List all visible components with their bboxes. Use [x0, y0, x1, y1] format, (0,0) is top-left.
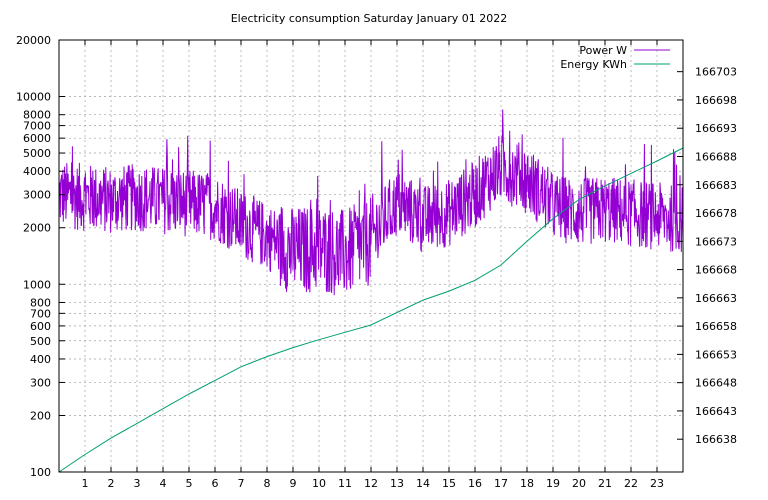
y-left-tick-label: 3000 [23, 189, 51, 202]
y-left-tick-label: 7000 [23, 120, 51, 133]
y-right-tick-label: 166703 [695, 66, 737, 79]
y-right-tick-label: 166663 [695, 292, 737, 305]
x-tick-label: 2 [108, 477, 115, 490]
x-tick-label: 22 [624, 477, 638, 490]
x-tick-label: 6 [212, 477, 219, 490]
x-tick-label: 1 [82, 477, 89, 490]
y-right-tick-label: 166653 [695, 348, 737, 361]
x-tick-label: 10 [312, 477, 326, 490]
y-right-tick-label: 166643 [695, 405, 737, 418]
y-right-tick-label: 166648 [695, 377, 737, 390]
y-right-tick-label: 166658 [695, 320, 737, 333]
x-tick-label: 14 [416, 477, 430, 490]
series-layer [58, 109, 684, 473]
y-right-tick-label: 166673 [695, 235, 737, 248]
y-right-tick-label: 166693 [695, 122, 737, 135]
x-tick-label: 4 [160, 477, 167, 490]
x-tick-label: 13 [390, 477, 404, 490]
y-left-tick-label: 100 [30, 466, 51, 479]
x-tick-label: 19 [546, 477, 560, 490]
y-left-tick-label: 300 [30, 376, 51, 389]
x-tick-label: 5 [186, 477, 193, 490]
x-tick-label: 17 [494, 477, 508, 490]
y-right-tick-label: 166668 [695, 264, 737, 277]
y-right-tick-label: 166678 [695, 207, 737, 220]
energy-series-line [58, 147, 684, 473]
y-right-tick-label: 166688 [695, 150, 737, 163]
x-tick-label: 20 [572, 477, 586, 490]
x-tick-label: 23 [650, 477, 664, 490]
y-right-tick-label: 166638 [695, 433, 737, 446]
x-tick-label: 16 [468, 477, 482, 490]
x-tick-label: 21 [598, 477, 612, 490]
y-left-tick-label: 4000 [23, 165, 51, 178]
x-tick-label: 9 [290, 477, 297, 490]
x-tick-label: 11 [338, 477, 352, 490]
plot-border [58, 39, 684, 473]
y-left-tick-label: 400 [30, 353, 51, 366]
y-left-tick-label: 10000 [16, 91, 51, 104]
y-left-tick-label: 5000 [23, 147, 51, 160]
y-left-tick-label: 500 [30, 335, 51, 348]
x-tick-label: 8 [264, 477, 271, 490]
grid [59, 40, 683, 472]
x-tick-label: 12 [364, 477, 378, 490]
legend-label: Energy KWh [560, 58, 627, 71]
chart-title: Electricity consumption Saturday January… [231, 12, 508, 25]
x-tick-label: 15 [442, 477, 456, 490]
y-right-tick-label: 166683 [695, 179, 737, 192]
axes: 1 2 3 4 5 6 7 8 9 10 11 12 13 14 15 16 17 18 19 20 21 22 23100… [16, 34, 737, 490]
y-left-tick-label: 200 [30, 409, 51, 422]
y-left-tick-label: 8000 [23, 109, 51, 122]
x-tick-label: 3 [134, 477, 141, 490]
legend-label: Power W [579, 44, 627, 57]
y-left-tick-label: 6000 [23, 132, 51, 145]
y-left-tick-label: 2000 [23, 222, 51, 235]
x-tick-label: 18 [520, 477, 534, 490]
y-left-tick-label: 700 [30, 307, 51, 320]
y-left-tick-label: 800 [30, 296, 51, 309]
y-left-tick-label: 600 [30, 320, 51, 333]
y-right-tick-label: 166698 [695, 94, 737, 107]
y-left-tick-label: 20000 [16, 34, 51, 47]
power-series-line [58, 109, 684, 296]
x-tick-label: 7 [238, 477, 245, 490]
y-left-tick-label: 1000 [23, 278, 51, 291]
